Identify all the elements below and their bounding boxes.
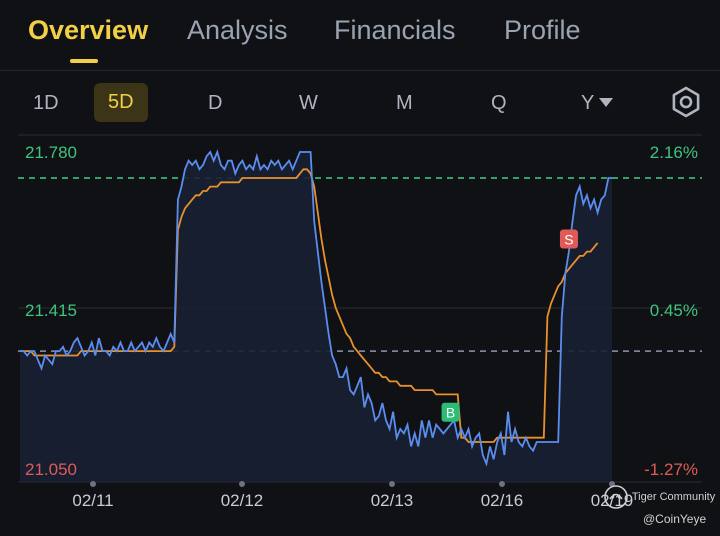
caret-down-icon: [599, 98, 614, 107]
period-d[interactable]: D: [208, 92, 223, 114]
tab-analysis[interactable]: Analysis: [187, 15, 288, 45]
y-label-bottom-left: 21.050: [25, 460, 77, 479]
x-tick-dot: [90, 481, 96, 487]
tiger-logo-icon: [604, 485, 628, 509]
marker-badge: [441, 402, 460, 422]
marker-b[interactable]: B: [441, 402, 460, 422]
x-label-02-16: 02/16: [481, 491, 524, 510]
period-m[interactable]: M: [396, 92, 413, 114]
y-label-bottom-right: -1.27%: [644, 460, 698, 479]
period-w[interactable]: W: [299, 92, 318, 114]
watermark-handle: @CoinYeye: [643, 512, 707, 526]
gear-icon[interactable]: [670, 86, 702, 118]
marker-badge: [559, 229, 578, 249]
watermark-logo: Tiger Community: [603, 484, 715, 510]
trade-markers: BS: [441, 229, 578, 422]
period-selector: 1D 5D D W M Q Y: [0, 70, 720, 134]
x-tick-dot: [389, 481, 395, 487]
x-label-02-12: 02/12: [221, 491, 264, 510]
period-1d[interactable]: 1D: [33, 92, 59, 114]
x-label-02-13: 02/13: [371, 491, 414, 510]
y-label-mid-left: 21.415: [25, 301, 77, 320]
tab-bar: Overview Analysis Financials Profile: [0, 0, 720, 71]
period-y-label: Y: [581, 92, 595, 114]
price-chart[interactable]: BS 21.780 21.415 21.050 2.16% 0.45% -1.2…: [0, 134, 720, 536]
x-axis-ticks: [90, 481, 615, 487]
price-area-fill: [20, 152, 612, 482]
tab-financials[interactable]: Financials: [334, 15, 456, 45]
y-label-top-left: 21.780: [25, 143, 77, 162]
price-line: [20, 149, 612, 467]
period-y[interactable]: Y: [581, 92, 614, 115]
period-5d[interactable]: 5D: [94, 83, 148, 122]
period-q[interactable]: Q: [491, 92, 507, 114]
marker-s[interactable]: S: [559, 229, 578, 249]
y-label-top-right: 2.16%: [650, 143, 698, 162]
marker-label: S: [564, 232, 573, 248]
x-tick-dot: [239, 481, 245, 487]
y-label-mid-right: 0.45%: [650, 301, 698, 320]
x-label-02-11: 02/11: [72, 491, 113, 510]
watermark-community: Tiger Community: [631, 490, 716, 503]
active-tab-indicator: [70, 59, 98, 63]
tab-overview[interactable]: Overview: [28, 15, 149, 45]
x-tick-dot: [499, 481, 505, 487]
tab-profile[interactable]: Profile: [504, 15, 581, 45]
marker-label: B: [446, 405, 455, 421]
